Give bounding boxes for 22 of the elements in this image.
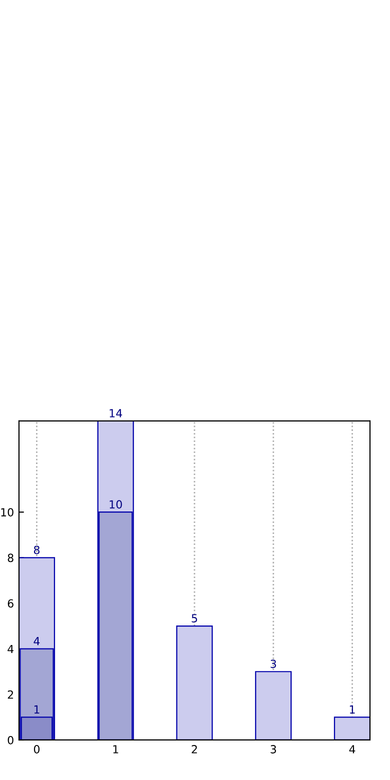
bar xyxy=(176,625,213,740)
y-tick-label: 0 xyxy=(8,736,14,744)
data-label: 1 xyxy=(34,705,40,714)
x-tick-label: 3 xyxy=(270,745,276,754)
y-tick-label: 10 xyxy=(1,508,14,516)
y-tick-label: 4 xyxy=(8,644,14,654)
data-label: 1 xyxy=(350,705,355,714)
y-tick-label: 2 xyxy=(8,690,14,699)
bar xyxy=(255,671,292,740)
data-label: 8 xyxy=(34,546,40,554)
x-tick-label: 4 xyxy=(349,745,356,754)
data-label: 14 xyxy=(110,409,122,418)
data-label: 10 xyxy=(110,500,122,509)
data-label: 5 xyxy=(192,614,198,623)
x-tick-label: 2 xyxy=(192,745,197,754)
x-tick-label: 0 xyxy=(34,745,40,754)
x-tick-label: 1 xyxy=(113,745,118,754)
data-label: 3 xyxy=(270,660,276,668)
y-tick-label: 8 xyxy=(8,554,14,562)
bar xyxy=(334,716,370,740)
y-tick-label: 6 xyxy=(8,599,14,608)
data-label: 4 xyxy=(34,637,40,646)
